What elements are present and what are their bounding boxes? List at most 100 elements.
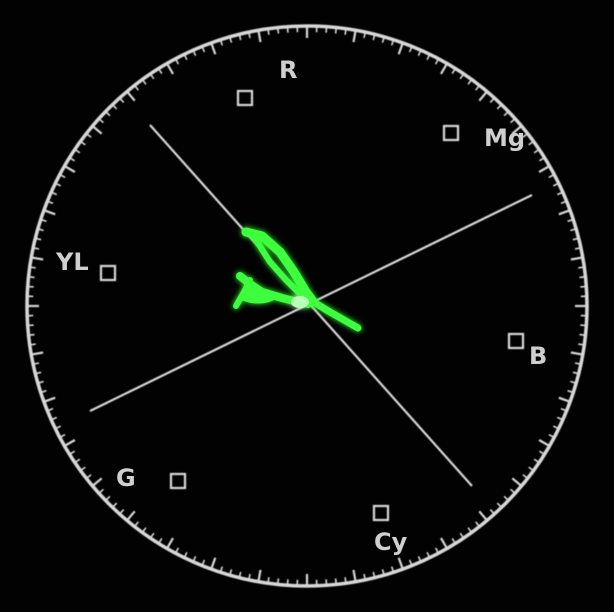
- graticule-tick: [229, 569, 233, 576]
- graticule-tick: [558, 209, 571, 216]
- graticule-tick: [141, 527, 147, 533]
- graticule-tick: [40, 389, 47, 394]
- graticule-tick: [257, 30, 262, 43]
- graticule-tick: [511, 477, 523, 487]
- target-label-cy: Cy: [374, 528, 408, 556]
- target-label-b: B: [529, 342, 548, 370]
- graticule-tick: [572, 371, 579, 375]
- graticule-tick: [560, 407, 567, 412]
- graticule-tick: [119, 509, 125, 515]
- graticule-tick: [372, 571, 376, 578]
- graticule-tick: [478, 90, 488, 102]
- graticule-tick: [510, 118, 516, 124]
- graticule-tick: [467, 79, 473, 85]
- graticule-tick: [538, 165, 551, 173]
- graticule-tick: [496, 104, 503, 110]
- graticule-tick: [344, 577, 347, 584]
- graticule-tick: [381, 569, 385, 576]
- graticule-tick: [54, 182, 62, 187]
- graticule-tick: [352, 569, 357, 582]
- graticule-tick: [174, 58, 180, 65]
- graticule-tick: [157, 537, 163, 544]
- graticule-tick: [50, 416, 58, 421]
- graticule-tick: [183, 551, 188, 559]
- graticule-tick: [570, 351, 583, 356]
- graticule-tick: [238, 34, 242, 41]
- graticule-tick: [570, 228, 577, 232]
- graticule-tick: [157, 68, 163, 75]
- graticule-tick: [174, 547, 180, 554]
- graticule-tick: [149, 73, 155, 80]
- graticule-tick: [69, 450, 76, 456]
- target-label-g: G: [116, 464, 136, 492]
- graticule-tick: [80, 466, 86, 472]
- graticule-tick: [503, 110, 509, 117]
- graticule-tick: [69, 156, 76, 162]
- graticule-tick: [522, 474, 529, 480]
- target-box-mg: [442, 124, 460, 142]
- graticule-tick: [276, 578, 280, 585]
- graticule-tick: [578, 343, 585, 346]
- graticule-tick: [192, 49, 197, 57]
- graticule-tick: [552, 425, 560, 430]
- graticule-tick: [105, 110, 111, 117]
- graticule-tick: [528, 140, 534, 146]
- graticule-tick: [459, 532, 465, 539]
- graticule-tick: [426, 53, 431, 61]
- graticule-tick: [219, 566, 224, 573]
- graticule-tick: [43, 396, 56, 403]
- graticule-tick: [183, 53, 188, 61]
- graticule-tick: [28, 333, 35, 337]
- graticule-tick: [166, 537, 174, 550]
- graticule-tick: [29, 266, 36, 269]
- graticule-tick: [390, 566, 395, 573]
- graticule-tick: [74, 458, 81, 464]
- graticule-tick: [149, 532, 155, 539]
- target-label-mg: Mg: [484, 124, 526, 152]
- graticule-tick: [567, 389, 574, 394]
- graticule-tick: [475, 84, 481, 91]
- graticule-tick: [50, 191, 58, 196]
- graticule-tick: [35, 237, 42, 241]
- graticule-tick: [570, 380, 577, 384]
- graticule-tick: [59, 173, 66, 179]
- graticule-tick: [570, 256, 583, 261]
- graticule-tick: [32, 362, 40, 365]
- graticule-tick: [119, 97, 125, 103]
- graticule-tick: [344, 28, 347, 35]
- graticule-tick: [28, 275, 35, 279]
- graticule-tick: [63, 165, 76, 173]
- graticule-tick: [59, 433, 66, 439]
- graticule-tick: [475, 521, 481, 528]
- graticule-tick: [511, 125, 523, 135]
- graticule-tick: [91, 477, 103, 487]
- graticule-tick: [40, 218, 47, 223]
- graticule-tick: [434, 547, 440, 554]
- graticule-tick: [105, 495, 111, 502]
- graticule-tick: [459, 73, 465, 80]
- graticule-tick: [552, 182, 560, 187]
- graticule-tick: [63, 439, 76, 447]
- graticule-tick: [579, 275, 586, 279]
- graticule-tick: [126, 510, 136, 522]
- graticule-tick: [363, 31, 366, 39]
- graticule-tick: [533, 458, 540, 464]
- graticule-tick: [229, 36, 233, 43]
- graticule-tick: [538, 439, 551, 447]
- graticule-tick: [47, 407, 54, 412]
- target-box-yl: [99, 264, 117, 282]
- graticule-tick: [43, 209, 56, 216]
- graticule-tick: [352, 30, 357, 43]
- signal-trace: [233, 227, 362, 332]
- graticule-tick: [32, 247, 40, 250]
- graticule-tick: [467, 527, 473, 533]
- graticule-tick: [390, 39, 395, 46]
- graticule-tick: [257, 569, 262, 582]
- graticule-tick: [408, 46, 413, 53]
- graticule-tick: [74, 148, 81, 154]
- graticule-tick: [248, 573, 251, 581]
- graticule-tick: [47, 200, 54, 205]
- target-box-g: [169, 472, 187, 490]
- graticule-tick: [29, 343, 36, 346]
